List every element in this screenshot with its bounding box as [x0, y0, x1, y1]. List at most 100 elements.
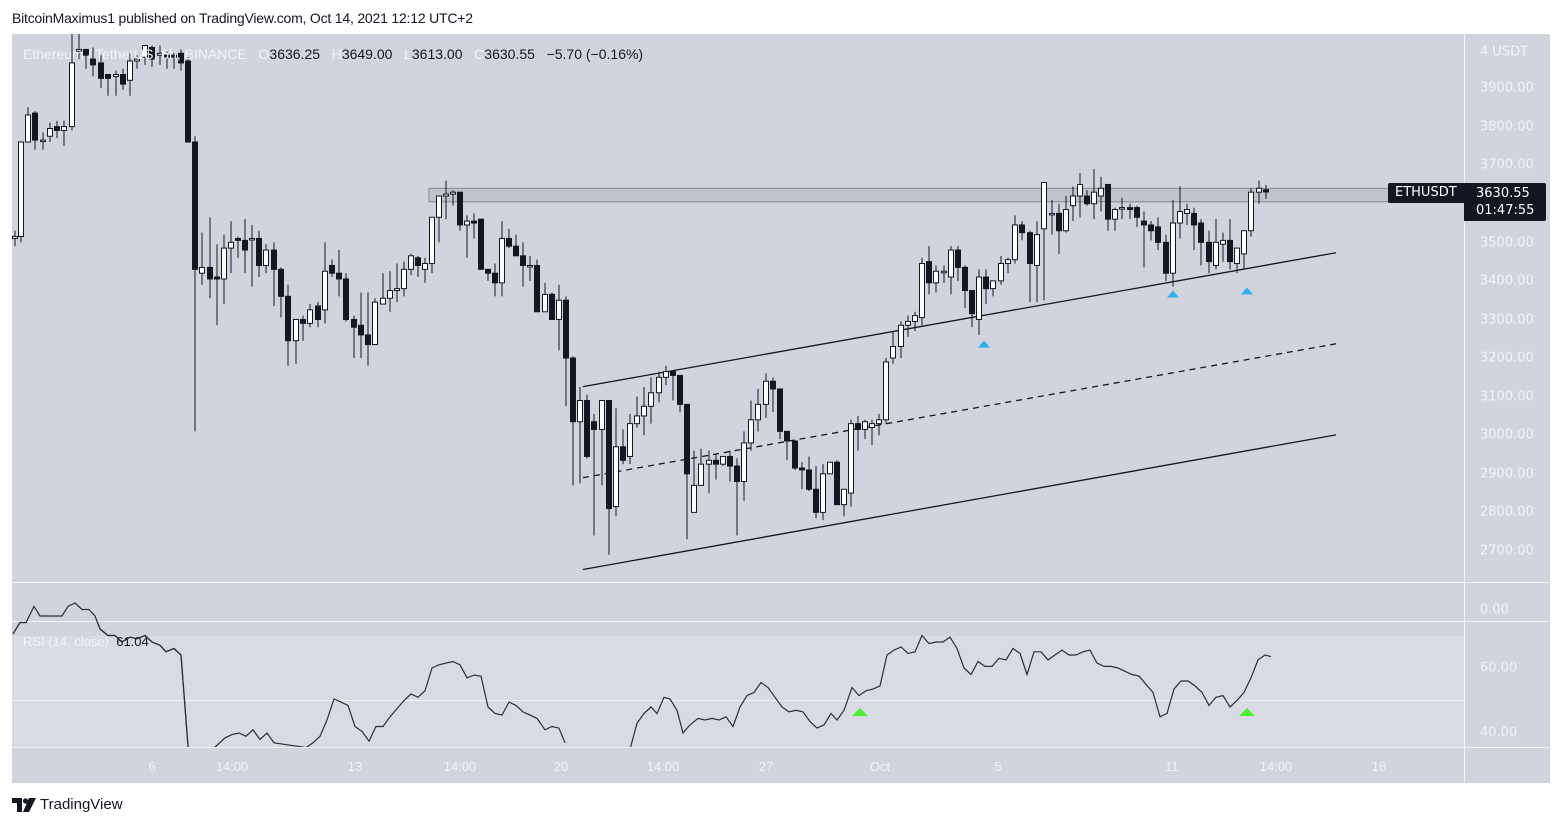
candle — [221, 234, 227, 305]
candle — [912, 311, 918, 332]
price-axis-label: 2800.00 — [1480, 504, 1534, 520]
candle — [641, 386, 647, 436]
candle — [105, 73, 111, 96]
candle — [663, 365, 669, 386]
candle — [883, 358, 889, 424]
candle — [855, 415, 861, 451]
symbol-name: Ethereum / TetherUS, 6h, BINANCE — [23, 46, 247, 62]
candle — [890, 331, 896, 364]
candle — [1077, 172, 1083, 218]
candle — [570, 356, 576, 486]
candle — [763, 373, 769, 418]
candle — [656, 371, 662, 403]
candle — [606, 399, 612, 555]
candle — [443, 180, 449, 220]
time-axis-label: 14:00 — [215, 759, 249, 774]
candle — [61, 120, 67, 146]
time-axis-label: Oct — [869, 759, 891, 774]
support-bounce-marker-icon — [1241, 287, 1253, 295]
candle — [178, 49, 184, 71]
candle — [307, 304, 313, 328]
candle — [734, 458, 740, 536]
candle — [214, 244, 220, 326]
candle — [76, 34, 82, 60]
candle — [171, 51, 177, 69]
candle — [69, 34, 75, 131]
candle — [1177, 186, 1183, 239]
candle — [627, 414, 633, 465]
candle — [83, 48, 89, 69]
candle — [1191, 207, 1197, 251]
candle — [372, 298, 378, 346]
candle — [813, 466, 819, 519]
candle — [464, 215, 470, 258]
rsi-band — [12, 636, 1464, 747]
candle — [322, 242, 328, 324]
tradingview-footer[interactable]: TradingView — [12, 796, 123, 813]
candle — [380, 273, 386, 305]
price-axis-label: 3400.00 — [1480, 273, 1534, 289]
candle — [1220, 232, 1226, 262]
rsi-bullish-marker-icon — [852, 708, 868, 716]
candle — [713, 454, 719, 480]
gap-pane-bottom-divider — [12, 621, 1550, 622]
candle — [990, 280, 996, 297]
candle — [599, 399, 605, 486]
price-axis-label: 4 USDT — [1480, 44, 1529, 60]
candle — [164, 51, 170, 69]
candle — [235, 236, 241, 258]
candle — [387, 271, 393, 312]
symbol-legend: Ethereum / TetherUS, 6h, BINANCE O3636.2… — [23, 46, 643, 62]
candle — [25, 107, 31, 143]
high-value: 3649.00 — [341, 46, 393, 62]
candle — [755, 388, 761, 432]
candle — [584, 394, 590, 459]
candle — [408, 253, 414, 276]
candle — [670, 371, 676, 401]
candle — [677, 374, 683, 413]
time-axis-label: 11 — [1165, 759, 1179, 774]
candle — [1198, 219, 1204, 266]
candle — [620, 429, 626, 465]
candle — [365, 292, 371, 366]
candle — [969, 290, 975, 328]
candle — [741, 431, 747, 501]
candle — [142, 45, 148, 65]
candle — [1049, 199, 1055, 235]
price-axis-label: 3300.00 — [1480, 312, 1534, 328]
rsi-line — [12, 622, 566, 747]
candle — [905, 315, 911, 337]
candle — [1112, 207, 1118, 231]
candle — [485, 268, 491, 281]
candle — [1141, 211, 1147, 268]
candle — [40, 132, 46, 150]
candle — [976, 269, 982, 335]
price-axis-label: 3200.00 — [1480, 350, 1534, 366]
candle — [98, 55, 104, 88]
rsi-axis-label: 60.00 — [1480, 660, 1518, 676]
ticker-tag: ETHUSDT — [1388, 183, 1464, 203]
candle — [841, 488, 847, 517]
candle — [127, 53, 133, 96]
candle — [90, 47, 96, 77]
candle — [869, 419, 875, 445]
candle — [998, 255, 1004, 285]
channel-lower-line — [582, 434, 1337, 571]
candle — [1234, 247, 1240, 274]
candle — [478, 218, 484, 270]
candle — [948, 246, 954, 295]
candle — [684, 403, 690, 540]
candle — [648, 377, 654, 424]
candle — [228, 221, 234, 274]
close-value: 3630.55 — [484, 46, 535, 62]
time-axis-label: 5 — [994, 759, 1002, 774]
price-axis-label: 3800.00 — [1480, 119, 1534, 135]
rsi-label: RSI (14, close) — [23, 634, 109, 649]
candle — [1027, 230, 1033, 303]
candle — [401, 261, 407, 297]
candle — [563, 296, 569, 407]
candle — [351, 315, 357, 359]
candle — [1056, 203, 1062, 254]
candle — [827, 461, 833, 475]
